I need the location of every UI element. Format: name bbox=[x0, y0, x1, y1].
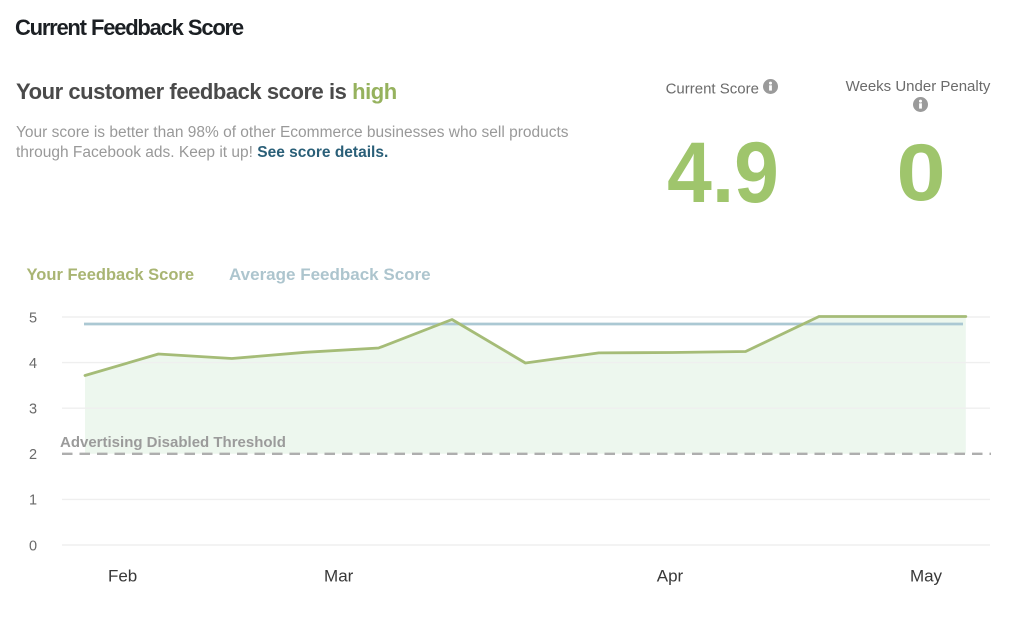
svg-text:1: 1 bbox=[29, 493, 37, 509]
svg-text:3: 3 bbox=[29, 402, 37, 418]
svg-text:Mar: Mar bbox=[324, 567, 354, 586]
svg-text:Advertising Disabled Threshold: Advertising Disabled Threshold bbox=[60, 434, 286, 451]
svg-text:Apr: Apr bbox=[657, 567, 684, 586]
svg-text:2: 2 bbox=[29, 447, 37, 463]
svg-text:4: 4 bbox=[29, 356, 37, 372]
svg-text:0: 0 bbox=[29, 538, 37, 554]
svg-text:May: May bbox=[910, 567, 943, 586]
svg-text:Feb: Feb bbox=[108, 567, 137, 586]
svg-text:5: 5 bbox=[29, 310, 37, 326]
